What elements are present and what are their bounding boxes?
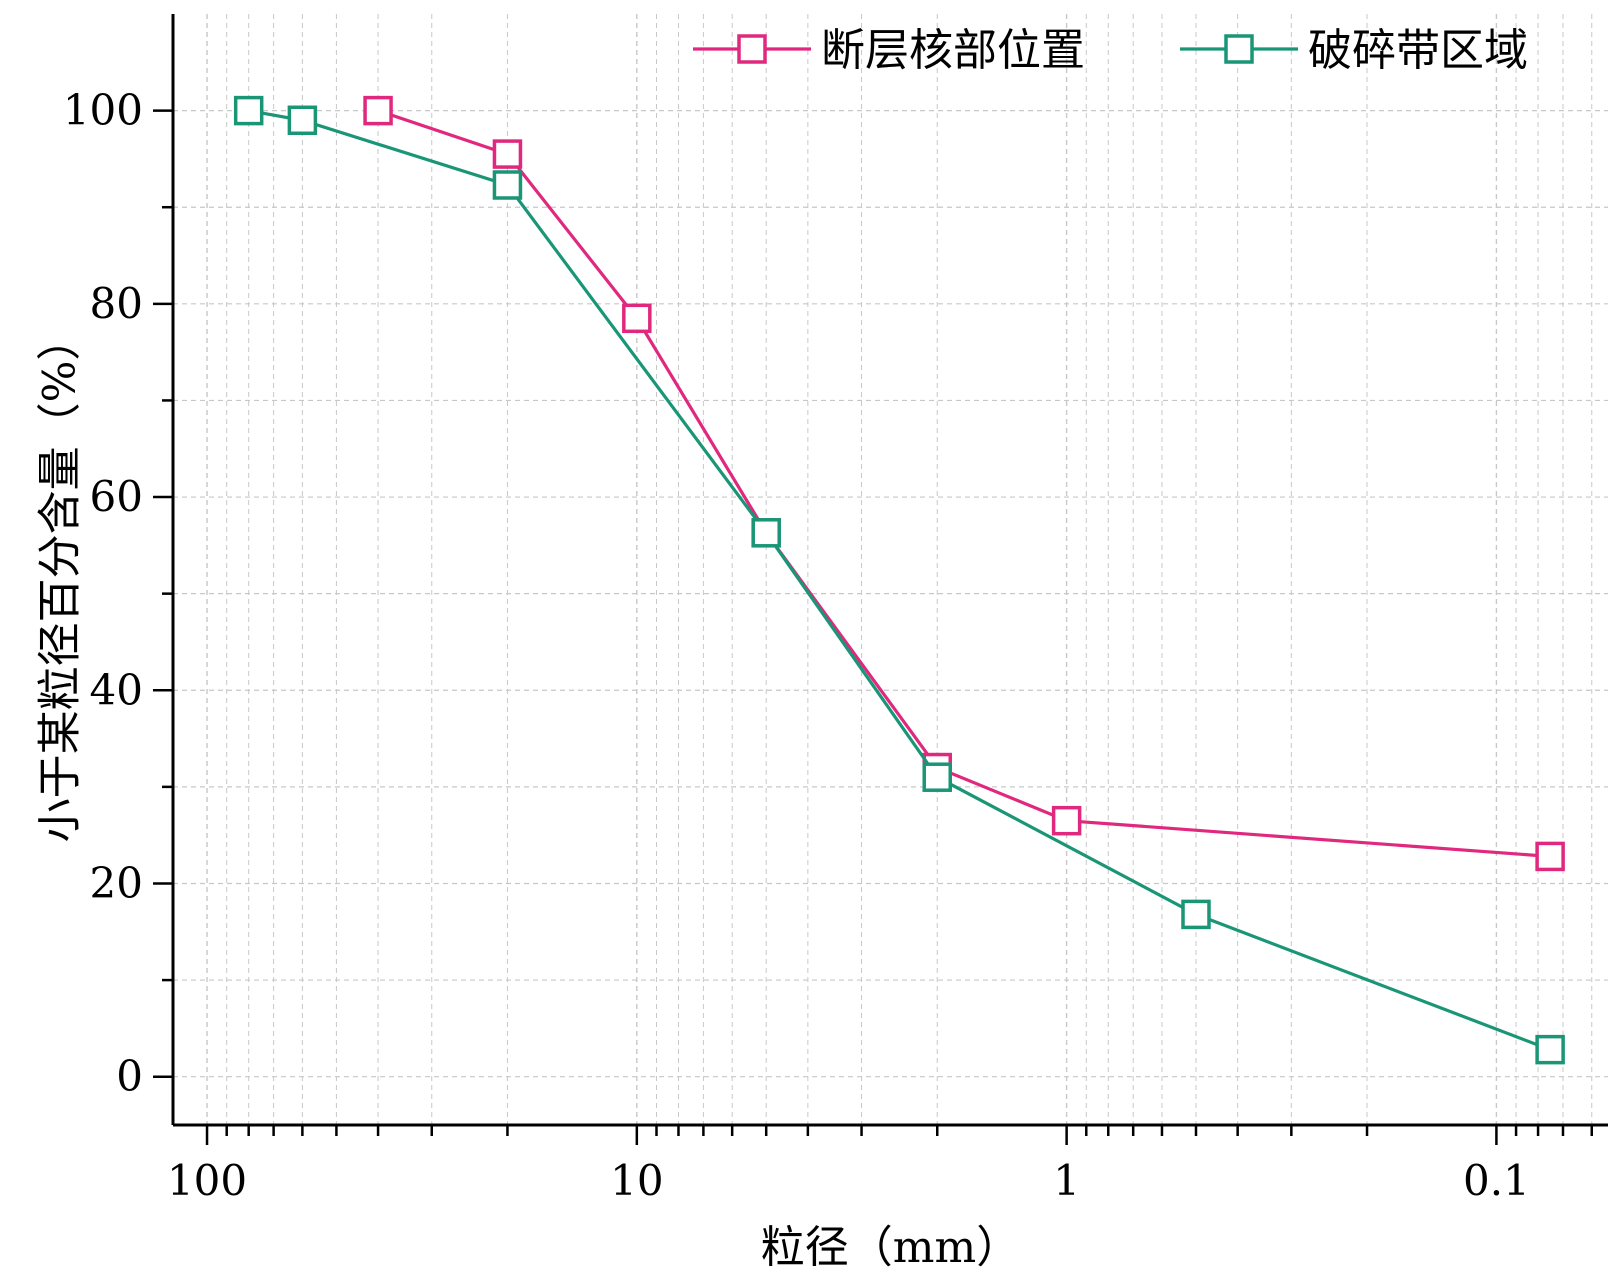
series-1 <box>233 95 1565 1065</box>
y-tick-label: 100 <box>63 86 143 135</box>
data-point <box>922 762 952 792</box>
data-point <box>233 95 264 126</box>
y-tick-label: 0 <box>116 1052 143 1101</box>
data-point <box>492 139 523 169</box>
data-point <box>1051 805 1082 836</box>
legend-entry-0: 断层核部位置 <box>693 25 1085 76</box>
data-point <box>622 303 652 334</box>
legend-label: 破碎带区域 <box>1308 25 1528 76</box>
series-line <box>248 109 1551 1052</box>
legend-label: 断层核部位置 <box>821 25 1085 76</box>
series-0 <box>363 95 1565 872</box>
data-point <box>492 170 523 200</box>
grid <box>173 14 1608 1125</box>
x-tick-label: 100 <box>167 1156 247 1205</box>
data-point <box>1181 899 1211 930</box>
axes: 100 10 1 0.1 0 20 40 60 80 100 <box>63 14 1608 1205</box>
data-point <box>287 105 318 136</box>
y-tick-label: 60 <box>90 472 143 521</box>
y-axis-title: 小于某粒径百分含量（%） <box>35 317 86 843</box>
data-point <box>751 518 781 548</box>
series-line <box>377 109 1551 859</box>
data-point <box>1535 841 1565 872</box>
x-tick-label: 1 <box>1053 1156 1080 1205</box>
y-tick-label: 80 <box>90 279 143 328</box>
legend-marker <box>1224 34 1254 64</box>
x-axis-title: 粒径（mm） <box>761 1222 1020 1273</box>
legend-marker <box>737 34 767 64</box>
data-point <box>1535 1034 1565 1065</box>
legend: 断层核部位置 破碎带区域 <box>693 25 1528 76</box>
x-tick-label: 0.1 <box>1463 1156 1530 1205</box>
series-layer <box>233 95 1565 1065</box>
data-point <box>363 95 393 126</box>
y-tick-label: 40 <box>90 665 143 714</box>
y-tick-label: 20 <box>90 858 143 907</box>
x-tick-label: 10 <box>610 1156 663 1205</box>
legend-entry-1: 破碎带区域 <box>1180 25 1528 76</box>
